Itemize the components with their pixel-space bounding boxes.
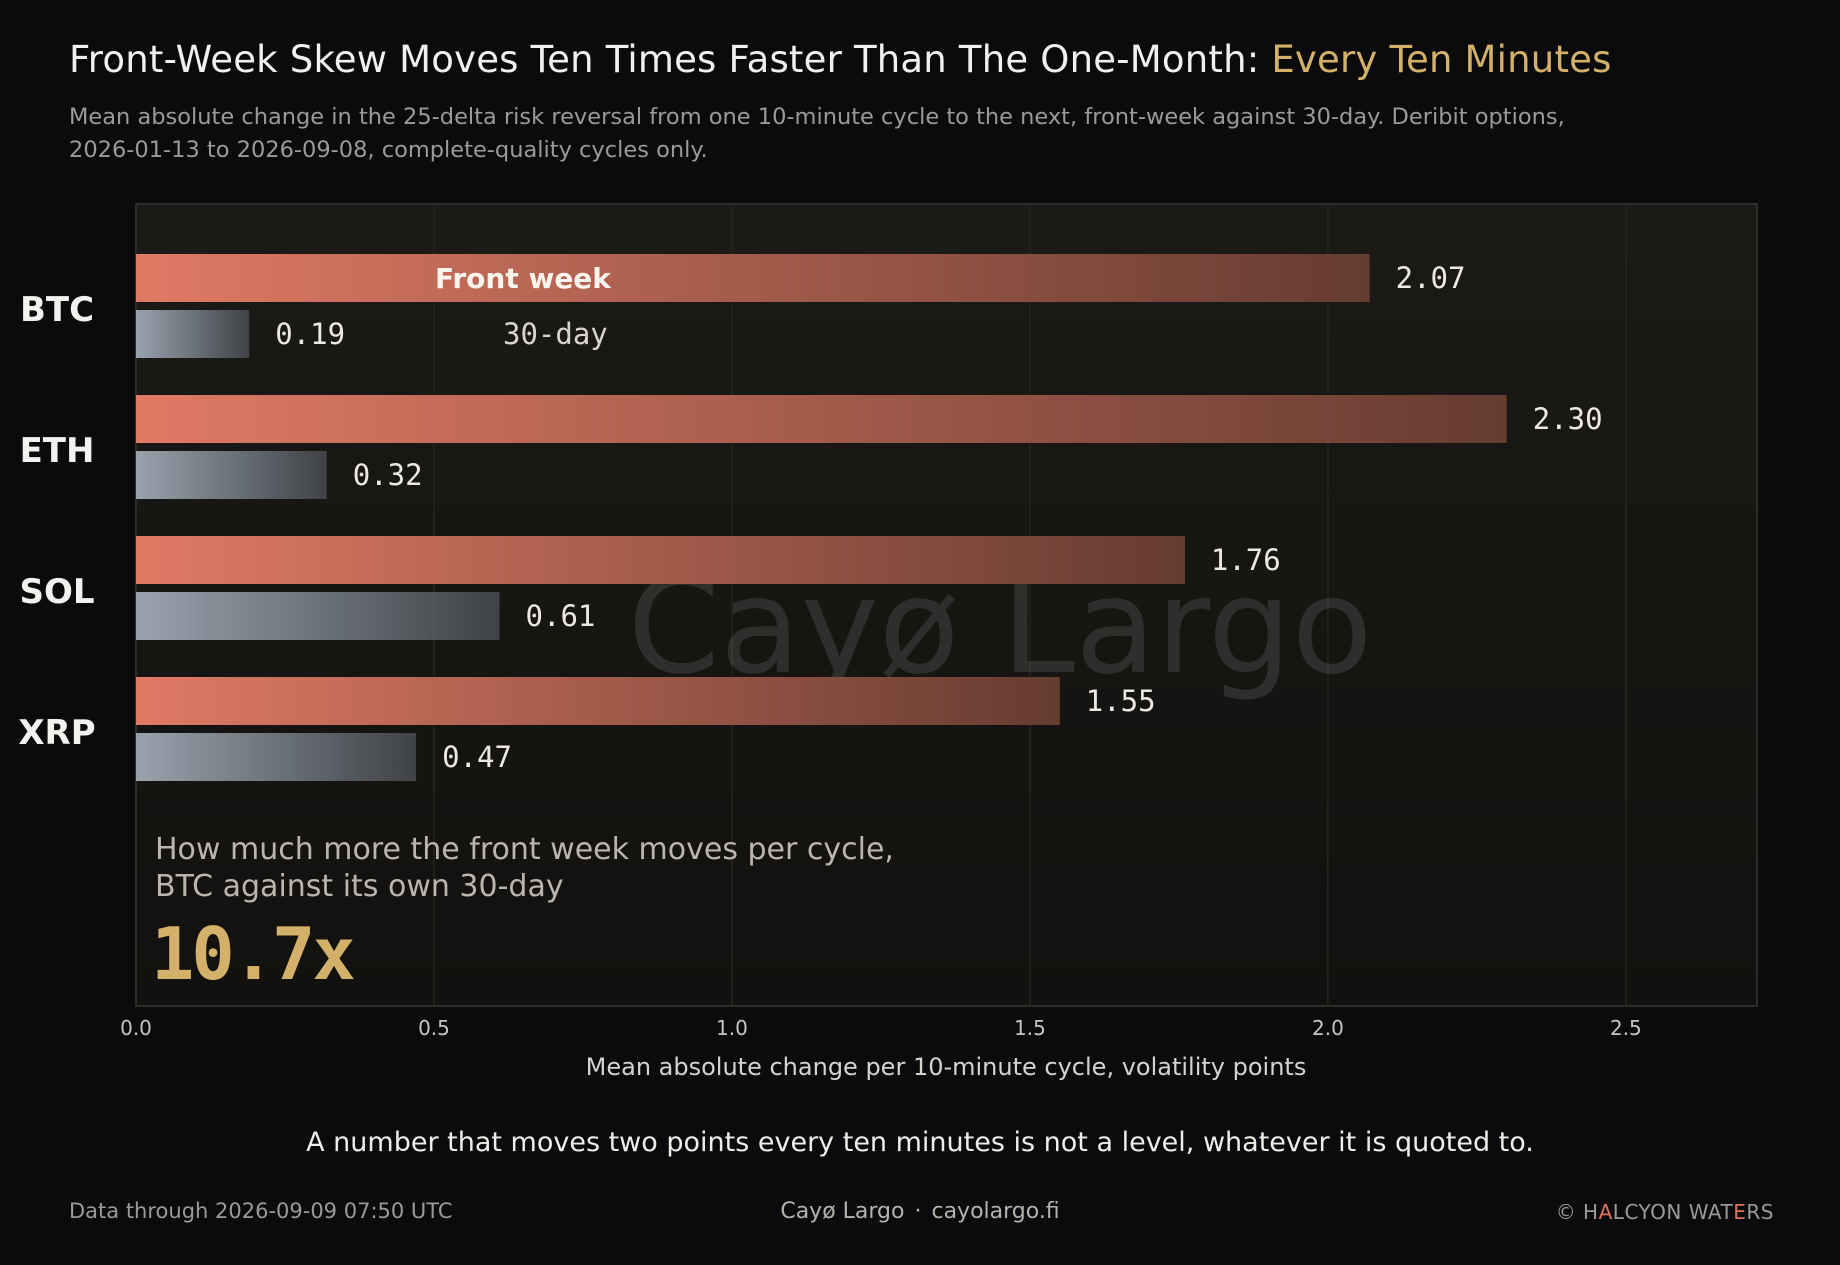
takeaway-text: A number that moves two points every ten… bbox=[306, 1127, 1534, 1158]
x-tick-label: 0.5 bbox=[418, 1016, 450, 1040]
legend-front-week: Front week bbox=[435, 262, 612, 295]
category-label: SOL bbox=[19, 572, 94, 612]
bar-value-label: 0.61 bbox=[526, 599, 596, 633]
category-label: ETH bbox=[20, 431, 95, 471]
chart-title: Front-Week Skew Moves Ten Times Faster T… bbox=[69, 38, 1612, 81]
x-tick-label: 0.0 bbox=[120, 1016, 152, 1040]
legend-30-day: 30-day bbox=[503, 317, 608, 351]
bar-value-label: 1.55 bbox=[1086, 684, 1156, 718]
callout-caption: How much more the front week moves per c… bbox=[155, 831, 894, 905]
x-tick-label: 1.0 bbox=[716, 1016, 748, 1040]
x-tick-label: 1.5 bbox=[1014, 1016, 1046, 1040]
chart-title-main: Front-Week Skew Moves Ten Times Faster T… bbox=[69, 38, 1272, 81]
bar-value-label: 1.76 bbox=[1211, 543, 1281, 577]
bar bbox=[136, 733, 417, 781]
copyright-a: A bbox=[1598, 1200, 1613, 1224]
category-label: BTC bbox=[20, 290, 94, 330]
footer-site-link[interactable]: cayolargo.fi bbox=[931, 1199, 1060, 1224]
bar bbox=[136, 310, 250, 358]
callout-value: 10.7x bbox=[151, 912, 356, 996]
x-tick-label: 2.5 bbox=[1610, 1016, 1642, 1040]
copyright-mid: LCYON WAT bbox=[1612, 1200, 1734, 1224]
bar-value-label: 0.32 bbox=[353, 458, 423, 492]
bar-value-label: 0.47 bbox=[442, 740, 512, 774]
bar bbox=[136, 592, 500, 640]
x-axis-label: Mean absolute change per 10-minute cycle… bbox=[586, 1053, 1307, 1081]
bar-value-label: 2.30 bbox=[1533, 402, 1603, 436]
chart-title-accent: Every Ten Minutes bbox=[1271, 38, 1612, 81]
bar bbox=[136, 677, 1060, 725]
bar-value-label: 2.07 bbox=[1396, 261, 1466, 295]
footer-brand: Cayø Largo · cayolargo.fi bbox=[0, 1199, 1840, 1224]
callout-line-1: How much more the front week moves per c… bbox=[155, 832, 894, 867]
bar bbox=[136, 536, 1185, 584]
footer-brand-name: Cayø Largo bbox=[780, 1199, 905, 1224]
callout-line-2: BTC against its own 30-day bbox=[155, 869, 564, 904]
category-label: XRP bbox=[18, 713, 95, 753]
bar bbox=[136, 395, 1507, 443]
copyright-end: RS bbox=[1746, 1200, 1774, 1224]
copyright-logo: © HALCYON WATERS bbox=[1556, 1200, 1774, 1224]
data-through-note: Data through 2026-09-09 07:50 UTC bbox=[69, 1199, 453, 1223]
bar-value-label: 0.19 bbox=[275, 317, 345, 351]
x-tick-label: 2.0 bbox=[1312, 1016, 1344, 1040]
chart-subtitle: Mean absolute change in the 25-delta ris… bbox=[69, 104, 1565, 163]
copyright-e: E bbox=[1733, 1200, 1747, 1224]
bar bbox=[136, 254, 1370, 302]
bar bbox=[136, 451, 327, 499]
footer-separator: · bbox=[914, 1199, 922, 1224]
copyright-prefix: © H bbox=[1555, 1200, 1599, 1224]
